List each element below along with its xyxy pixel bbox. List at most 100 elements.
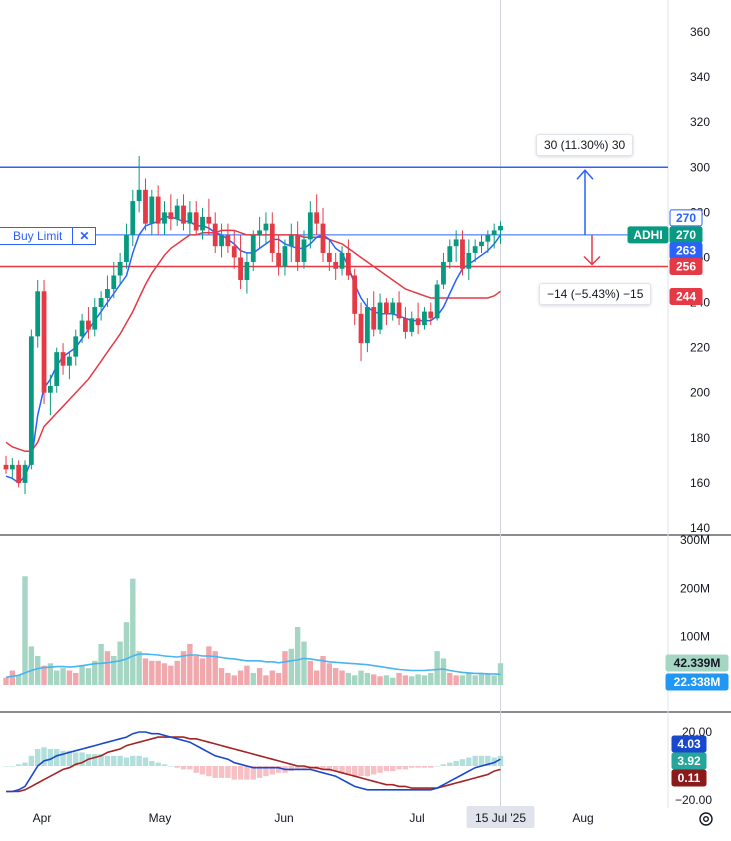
volume-bar [377,676,383,685]
macd-badge [671,735,707,753]
volume-bar [282,651,288,685]
macd-histogram-bar [288,766,294,772]
candle-body [187,212,193,224]
volume-bar [263,675,269,685]
macd-histogram-bar [180,766,187,770]
volume-bar [345,672,352,685]
candle-body [263,223,269,231]
macd-histogram-bar [98,754,104,766]
candle-body [22,464,28,483]
candle-body [466,252,472,269]
macd-histogram-bar [9,766,16,767]
plot-area [0,0,668,808]
candle-body [244,261,250,280]
time-axis-label: Jul [409,811,424,825]
candle-body [295,234,301,262]
volume-badge [665,654,729,672]
candle-body [491,230,497,235]
volume-bar [41,665,47,685]
volume-bar [244,665,250,685]
macd-histogram-bar [104,755,111,766]
cursor-date-badge [466,806,535,828]
macd-histogram-bar [3,766,9,767]
candle-body [377,302,383,330]
volume-bar [447,672,453,685]
candle-body [307,212,313,240]
macd-histogram-bar [421,766,428,768]
volume-bar [459,675,466,685]
candle-body [181,205,186,224]
volume-bar [187,643,193,685]
volume-bar [66,670,73,685]
volume-bar [364,672,371,685]
candle-body [111,275,117,290]
macd-histogram-bar [440,764,447,766]
volume-bar [28,646,35,685]
volume-bar [332,668,339,685]
volume-bar [371,674,377,685]
volume-bar [117,641,123,685]
macd-histogram-bar [307,766,314,768]
candle-body [403,318,408,332]
candle-body [162,212,167,224]
volume-bar [231,675,237,685]
volume-bar [168,665,174,685]
candle-body [149,196,155,224]
candle-body [3,464,9,470]
candle-body [193,212,199,231]
candle-body [498,225,503,231]
volume-bar [358,670,364,685]
macd-badge [671,752,707,770]
macd-histogram-bar [130,755,136,766]
macd-histogram-bar [256,766,263,778]
candle-body [345,252,351,276]
measure-down-label: −14 (−5.43%) −15 [539,283,652,305]
macd-histogram-bar [459,759,466,766]
volume-bar [206,646,212,685]
candle-body [155,196,161,224]
volume-bar [22,576,28,685]
volume-bar [428,672,434,685]
volume-bar [123,622,130,685]
macd-histogram-bar [149,760,155,766]
macd-badge [671,769,707,787]
price-badge-text: 256 [676,259,696,273]
price-badge [669,288,703,306]
macd-histogram-bar [231,766,237,780]
candle-body [485,234,491,242]
candle-body [105,289,110,299]
macd-histogram-bar [275,766,282,773]
macd-histogram-bar [377,766,383,773]
volume-bar [472,675,478,685]
time-axis-label: Aug [572,811,593,825]
macd-histogram-bar [371,766,377,775]
candle-body [352,275,358,314]
macd-histogram-bar [472,755,478,766]
candle-body [472,246,478,253]
macd-histogram-bar [447,762,453,766]
volume-tick-label: 100M [680,630,710,644]
macd-histogram-bar [332,766,339,772]
gear-icon[interactable] [697,810,715,828]
macd-histogram-bar [225,766,231,778]
macd-badge-text: 0.11 [678,771,701,785]
macd-histogram-bar [453,760,459,766]
volume-bar [320,656,326,685]
volume-bar [396,672,402,685]
candle-body [453,239,459,247]
volume-bar [478,672,485,685]
macd-histogram-bar [326,766,333,772]
macd-histogram-bar [358,766,364,777]
buy-limit-order-line[interactable]: Buy Limit ✕ [0,227,97,245]
candle-body [60,352,66,366]
macd-histogram-bar [237,766,244,780]
volume-bar [307,660,314,685]
close-icon[interactable]: ✕ [72,228,95,244]
measure-up-label: 30 (11.30%) 30 [536,134,634,156]
volume-bar [161,663,168,685]
volume-bar [174,660,180,685]
time-axis-label: Jun [274,811,293,825]
price-badge-text: 270 [676,228,696,242]
macd-histogram-bar [218,766,225,778]
